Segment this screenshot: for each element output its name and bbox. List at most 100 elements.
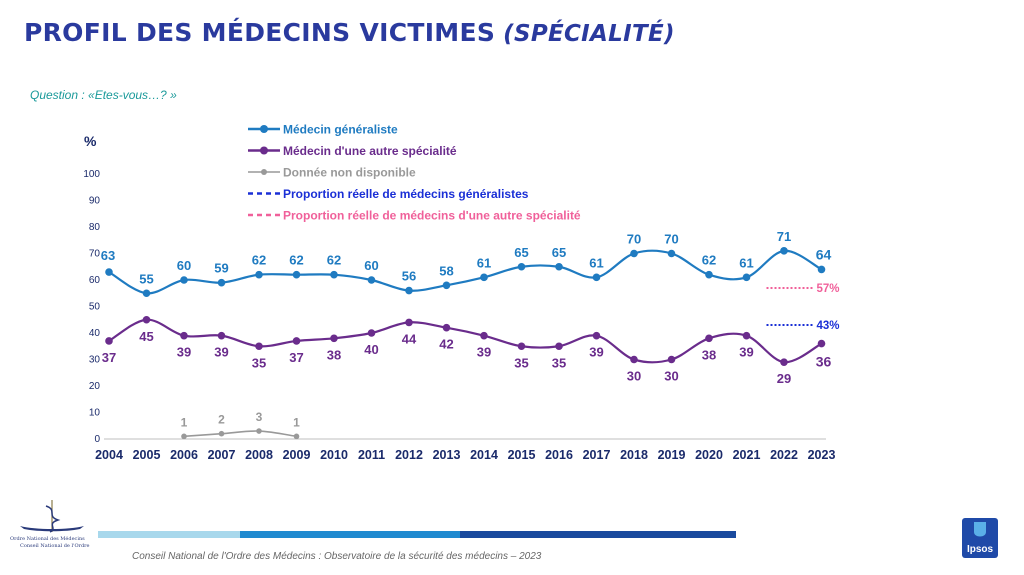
data-label-autre: 29 [777, 371, 791, 386]
data-label-generaliste: 65 [552, 245, 566, 260]
data-point-generaliste [367, 276, 376, 284]
series-line-nd [183, 430, 297, 438]
ipsos-mark-icon [974, 522, 986, 537]
page-title: PROFIL DES MÉDECINS VICTIMES (SPÉCIALITÉ) [24, 18, 675, 47]
data-label-autre: 39 [177, 345, 191, 360]
legend-label-autre: Médecin d'une autre spécialité [283, 144, 457, 158]
data-label-autre: 42 [439, 337, 453, 352]
data-point-generaliste [817, 265, 826, 274]
data-label-generaliste: 61 [739, 255, 753, 270]
data-point-autre [105, 337, 113, 345]
data-label-generaliste: 65 [514, 245, 528, 260]
x-tick-label: 2008 [245, 448, 273, 462]
data-point-generaliste [705, 270, 713, 279]
logo-org-line2: Conseil National de l'Ordre [20, 543, 90, 549]
data-point-autre [142, 315, 151, 324]
data-label-autre: 39 [477, 345, 491, 360]
x-tick-label: 2011 [358, 448, 385, 462]
data-label-autre: 37 [289, 350, 303, 365]
data-point-generaliste [667, 249, 676, 258]
data-point-generaliste [330, 270, 338, 279]
data-label-autre: 39 [589, 345, 603, 360]
data-point-generaliste [217, 278, 226, 287]
data-point-generaliste [780, 247, 788, 255]
data-point-generaliste [142, 289, 151, 298]
data-point-autre [255, 342, 263, 351]
y-tick-label: 80 [89, 222, 101, 233]
data-point-autre [780, 358, 788, 366]
x-tick-label: 2012 [395, 448, 423, 462]
x-tick-label: 2014 [470, 448, 498, 462]
data-point-autre [180, 331, 188, 340]
data-label-autre: 35 [252, 355, 266, 370]
data-label-autre: 38 [327, 347, 341, 362]
data-label-autre: 38 [702, 347, 716, 362]
data-label-generaliste: 55 [139, 271, 153, 286]
data-point-autre [517, 342, 526, 351]
data-point-generaliste [255, 270, 263, 279]
data-point-autre [442, 323, 451, 332]
data-label-generaliste: 70 [627, 232, 641, 247]
question-text: Question : «Etes-vous…? » [30, 88, 177, 102]
data-point-nd [256, 428, 262, 434]
x-tick-label: 2018 [620, 448, 648, 462]
data-point-generaliste [742, 273, 751, 282]
y-tick-label: 90 [89, 196, 101, 207]
logo-ordre: Ordre National des Médecins Conseil Nati… [6, 496, 98, 554]
x-tick-label: 2023 [808, 448, 836, 462]
data-point-generaliste [517, 262, 526, 271]
data-label-autre: 45 [139, 329, 153, 344]
data-label-generaliste: 62 [327, 253, 341, 268]
data-point-generaliste [180, 276, 188, 284]
footer-bar-mid [240, 531, 460, 538]
data-label-autre: 44 [402, 331, 417, 346]
legend-marker-nd [261, 169, 267, 175]
data-label-generaliste: 70 [664, 232, 678, 247]
data-label-autre: 30 [664, 369, 678, 384]
x-tick-label: 2007 [208, 448, 236, 462]
x-tick-label: 2016 [545, 448, 573, 462]
data-label-autre: 37 [102, 350, 116, 365]
legend-label-reel_autre: Proportion réelle de médecins d'une autr… [283, 209, 581, 223]
x-tick-label: 2019 [658, 448, 686, 462]
data-point-autre [330, 334, 338, 343]
x-tick-label: 2015 [508, 448, 536, 462]
data-point-autre [555, 342, 563, 351]
x-tick-label: 2017 [583, 448, 611, 462]
x-tick-label: 2013 [433, 448, 461, 462]
logo-org-line1: Ordre National des Médecins [10, 536, 85, 542]
y-tick-label: 40 [89, 328, 101, 339]
data-label-autre: 35 [552, 355, 566, 370]
x-tick-label: 2020 [695, 448, 723, 462]
data-label-generaliste: 71 [777, 229, 791, 244]
legend-marker-autre [260, 146, 268, 155]
data-label-nd: 3 [256, 410, 263, 424]
footer-bar-dark [460, 531, 736, 538]
data-point-autre [817, 339, 826, 348]
data-point-autre [480, 331, 488, 340]
data-point-autre [742, 331, 751, 340]
footer-bar-light [98, 531, 240, 538]
data-point-autre [630, 355, 638, 364]
x-tick-label: 2009 [283, 448, 311, 462]
data-label-autre: 36 [816, 354, 832, 370]
data-label-generaliste: 64 [816, 246, 832, 262]
legend-label-reel_generaliste: Proportion réelle de médecins généralist… [283, 187, 529, 201]
y-tick-label: 0 [94, 434, 100, 445]
data-label-generaliste: 60 [177, 258, 191, 273]
data-point-autre [667, 355, 676, 364]
data-label-generaliste: 62 [289, 253, 303, 268]
data-label-generaliste: 63 [101, 248, 115, 263]
x-tick-label: 2010 [320, 448, 348, 462]
x-tick-label: 2006 [170, 448, 198, 462]
data-label-nd: 1 [293, 415, 300, 429]
y-tick-label: 50 [89, 302, 101, 313]
data-point-autre [592, 331, 601, 340]
data-label-autre: 35 [514, 355, 528, 370]
title-main: PROFIL DES MÉDECINS VICTIMES [24, 18, 496, 47]
data-label-generaliste: 61 [477, 255, 491, 270]
data-point-autre [217, 331, 226, 340]
data-point-generaliste [105, 268, 113, 276]
data-label-autre: 39 [739, 345, 753, 360]
source-note: Conseil National de l'Ordre des Médecins… [132, 551, 542, 562]
